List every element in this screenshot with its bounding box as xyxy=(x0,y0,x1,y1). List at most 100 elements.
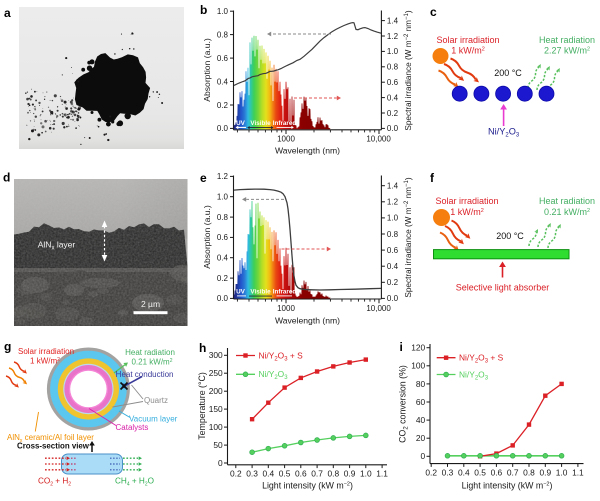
svg-text:1000: 1000 xyxy=(277,304,295,313)
svg-text:0.21 kW/m2​: 0.21 kW/m2​ xyxy=(544,207,590,217)
svg-text:UV: UV xyxy=(236,289,246,296)
svg-text:120: 120 xyxy=(411,343,425,353)
svg-text:Quartz: Quartz xyxy=(144,396,168,405)
svg-text:1.2: 1.2 xyxy=(217,172,229,181)
svg-text:0.6: 0.6 xyxy=(217,54,229,63)
svg-text:0.2: 0.2 xyxy=(387,278,399,287)
svg-text:i: i xyxy=(400,340,403,354)
svg-text:0.0: 0.0 xyxy=(217,294,229,303)
svg-text:Spectral irradiance (W m−2​ nm: Spectral irradiance (W m−2​ nm−1​) xyxy=(404,177,413,297)
svg-text:100: 100 xyxy=(411,361,425,371)
svg-text:0.7: 0.7 xyxy=(507,467,519,477)
svg-text:Wavelength (nm): Wavelength (nm) xyxy=(275,316,340,326)
svg-text:40: 40 xyxy=(416,415,426,425)
svg-text:0.8: 0.8 xyxy=(387,230,399,239)
svg-text:0.2: 0.2 xyxy=(230,469,242,479)
svg-text:Visible: Visible xyxy=(250,120,271,127)
svg-text:100: 100 xyxy=(209,422,223,432)
svg-text:0.8: 0.8 xyxy=(217,30,229,39)
svg-text:Selective light absorber: Selective light absorber xyxy=(456,283,550,293)
svg-text:0.6: 0.6 xyxy=(491,467,503,477)
svg-text:2 µm: 2 µm xyxy=(141,299,160,309)
svg-text:300: 300 xyxy=(209,350,223,360)
svg-text:80: 80 xyxy=(416,379,426,389)
svg-text:1.4: 1.4 xyxy=(387,16,399,25)
svg-text:0.4: 0.4 xyxy=(458,467,470,477)
svg-text:Temperature (°C): Temperature (°C) xyxy=(197,372,207,440)
svg-text:CO2​ conversion (%): CO2​ conversion (%) xyxy=(398,365,410,443)
svg-text:0.7: 0.7 xyxy=(311,469,323,479)
svg-text:0.3: 0.3 xyxy=(246,469,258,479)
svg-text:Infrared: Infrared xyxy=(273,289,297,296)
svg-text:b: b xyxy=(200,3,207,17)
svg-text:h: h xyxy=(199,341,206,355)
svg-text:0.2: 0.2 xyxy=(217,101,229,110)
svg-text:1.1: 1.1 xyxy=(376,469,388,479)
svg-text:1.4: 1.4 xyxy=(387,182,399,191)
svg-text:1.0: 1.0 xyxy=(387,214,399,223)
svg-text:0.8: 0.8 xyxy=(523,467,535,477)
svg-text:1.1: 1.1 xyxy=(572,467,584,477)
svg-text:0.0: 0.0 xyxy=(387,294,399,303)
svg-text:60: 60 xyxy=(416,397,426,407)
svg-text:2.27 kW/m2​: 2.27 kW/m2​ xyxy=(544,46,590,56)
svg-text:1 kW/m2​: 1 kW/m2​ xyxy=(451,46,485,56)
svg-text:0: 0 xyxy=(218,458,223,468)
svg-text:0.9: 0.9 xyxy=(344,469,356,479)
svg-text:0.6: 0.6 xyxy=(217,233,229,242)
svg-text:Solar irradiation: Solar irradiation xyxy=(18,347,74,356)
svg-text:Ni/Y2​O3​: Ni/Y2​O3​ xyxy=(459,369,489,381)
svg-text:Ni/Y2​O3​ + S: Ni/Y2​O3​ + S xyxy=(459,353,504,365)
svg-text:Vacuum layer: Vacuum layer xyxy=(129,415,178,424)
svg-text:0.8: 0.8 xyxy=(327,469,339,479)
svg-text:Heat radiation: Heat radiation xyxy=(539,35,595,45)
svg-text:1.0: 1.0 xyxy=(387,47,399,56)
svg-text:CO2​ + H2​: CO2​ + H2​ xyxy=(38,477,71,488)
svg-text:0.4: 0.4 xyxy=(387,262,399,271)
svg-text:0.5: 0.5 xyxy=(279,469,291,479)
svg-text:1 kW/m2​: 1 kW/m2​ xyxy=(30,357,60,366)
svg-text:0.2: 0.2 xyxy=(387,109,399,118)
svg-text:Cross-section view: Cross-section view xyxy=(17,441,90,450)
svg-text:0.4: 0.4 xyxy=(217,77,229,86)
svg-text:1.2: 1.2 xyxy=(387,32,399,41)
svg-text:0.2: 0.2 xyxy=(425,467,437,477)
svg-text:g: g xyxy=(4,340,11,354)
svg-text:1.0: 1.0 xyxy=(556,467,568,477)
svg-text:10,000: 10,000 xyxy=(366,304,391,313)
svg-text:0.3: 0.3 xyxy=(442,467,454,477)
svg-text:Ni/Y2​O3​: Ni/Y2​O3​ xyxy=(488,127,520,139)
svg-text:200: 200 xyxy=(209,386,223,396)
svg-text:Ni/Y2​O3​ + S: Ni/Y2​O3​ + S xyxy=(259,350,304,362)
svg-text:1.0: 1.0 xyxy=(217,7,229,16)
svg-text:Solar irradiation: Solar irradiation xyxy=(436,35,499,45)
svg-text:a: a xyxy=(4,6,11,20)
svg-text:Infrared: Infrared xyxy=(273,120,297,127)
svg-text:Absorption (a.u.): Absorption (a.u.) xyxy=(202,38,212,102)
svg-text:AlNx​ ceramic/Al foil layer: AlNx​ ceramic/Al foil layer xyxy=(7,433,94,444)
svg-text:0.5: 0.5 xyxy=(474,467,486,477)
svg-text:Ni/Y2​O3​: Ni/Y2​O3​ xyxy=(259,369,289,381)
svg-text:1.0: 1.0 xyxy=(217,193,229,202)
svg-text:Light intensity (kW m−2​): Light intensity (kW m−2​) xyxy=(262,480,353,490)
svg-text:250: 250 xyxy=(209,368,223,378)
svg-text:0: 0 xyxy=(421,451,426,461)
svg-text:0.8: 0.8 xyxy=(387,63,399,72)
svg-text:0.21 kW/m2​: 0.21 kW/m2​ xyxy=(131,358,172,367)
svg-text:0.6: 0.6 xyxy=(387,78,399,87)
svg-text:0.8: 0.8 xyxy=(217,213,229,222)
svg-text:UV: UV xyxy=(236,120,246,127)
svg-text:d: d xyxy=(3,171,10,185)
svg-text:Wavelength (nm): Wavelength (nm) xyxy=(275,146,340,156)
svg-text:CH4​ + H2​O: CH4​ + H2​O xyxy=(115,477,154,488)
svg-text:200 °C: 200 °C xyxy=(496,231,524,241)
svg-text:200 °C: 200 °C xyxy=(494,68,522,78)
svg-text:50: 50 xyxy=(213,440,223,450)
svg-text:e: e xyxy=(200,171,207,185)
svg-text:0.2: 0.2 xyxy=(217,274,229,283)
svg-text:Heat radiation: Heat radiation xyxy=(539,196,595,206)
svg-text:0.0: 0.0 xyxy=(217,124,229,133)
svg-text:1 kW/m2​: 1 kW/m2​ xyxy=(450,207,484,217)
svg-text:AlNx​ layer: AlNx​ layer xyxy=(38,240,76,252)
svg-text:Spectral irradiance (W m−2​ nm: Spectral irradiance (W m−2​ nm−1​) xyxy=(404,10,413,130)
